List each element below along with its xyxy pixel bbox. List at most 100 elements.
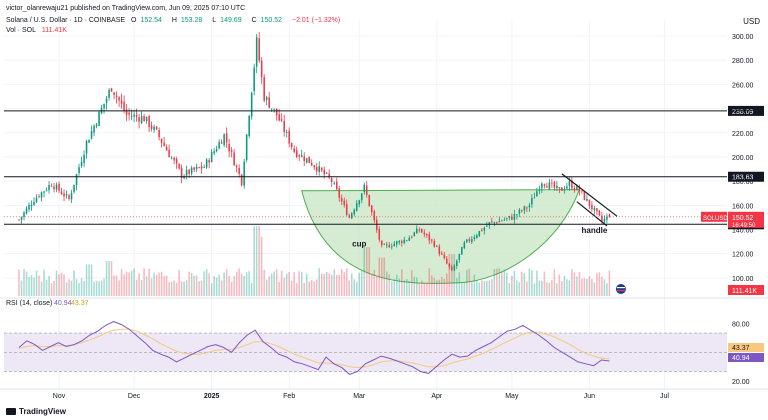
candle-body xyxy=(258,38,260,61)
volume-bar xyxy=(225,269,228,296)
volume-bar xyxy=(270,273,273,296)
volume-bar xyxy=(313,281,315,296)
candle-body xyxy=(263,77,265,101)
level-label: 183.63 xyxy=(732,175,754,182)
candle-body xyxy=(283,120,285,133)
volume-bar xyxy=(278,282,280,296)
candle-body xyxy=(503,219,506,221)
volume-bar xyxy=(30,275,33,296)
candle-body xyxy=(506,217,508,219)
volume-bar xyxy=(498,268,501,296)
volume-bar xyxy=(295,283,298,296)
candle-body xyxy=(395,241,398,245)
last-price-label: 150.52 xyxy=(732,215,754,222)
rsi-ma-value: 43.37 xyxy=(71,300,89,307)
candle-body xyxy=(416,228,418,234)
candle-body xyxy=(330,178,333,182)
candle-body xyxy=(521,210,523,212)
volume-bar xyxy=(393,279,396,296)
candle-body xyxy=(473,237,476,239)
candle-body xyxy=(110,88,113,92)
candle-body xyxy=(388,245,391,248)
candle-body xyxy=(333,182,336,184)
candle-body xyxy=(546,186,548,188)
candle-body xyxy=(360,193,363,201)
candle-body xyxy=(300,154,303,157)
candle-body xyxy=(75,174,78,185)
candle-body xyxy=(390,246,393,248)
volume-bar xyxy=(561,281,563,296)
volume-bar xyxy=(95,280,98,296)
candle-body xyxy=(578,187,581,192)
candle-body xyxy=(398,240,401,243)
volume-bar xyxy=(20,280,23,296)
volume-bar xyxy=(73,270,75,296)
volume-bar xyxy=(260,236,263,296)
volume-bar xyxy=(553,269,556,296)
volume-bar xyxy=(516,280,518,296)
candle-body xyxy=(285,131,288,133)
volume-bar xyxy=(198,281,200,296)
volume-bar xyxy=(501,271,503,296)
candle-body xyxy=(448,263,451,267)
candle-body xyxy=(608,214,611,217)
volume-bar xyxy=(143,268,145,296)
x-tick-label: 2025 xyxy=(204,393,220,400)
volume-tag-label: 111.41K xyxy=(732,288,757,295)
volume-bar xyxy=(436,280,438,296)
volume-bar xyxy=(541,280,543,296)
candle-body xyxy=(168,149,170,158)
candle-body xyxy=(65,194,68,196)
volume-bar xyxy=(446,273,448,296)
y-tick-label: 300.00 xyxy=(732,34,754,41)
volume-bar xyxy=(423,282,426,296)
candle-body xyxy=(170,157,173,159)
candle-body xyxy=(20,216,23,220)
tradingview-brand[interactable]: TradingView xyxy=(6,407,66,416)
rsi-tag xyxy=(728,353,764,362)
candle-body xyxy=(160,138,163,143)
volume-bar xyxy=(55,270,58,296)
volume-value: 111.41K xyxy=(41,27,67,34)
volume-bar xyxy=(578,272,581,296)
candle-body xyxy=(340,198,343,202)
candle-body xyxy=(548,182,551,189)
candle-body xyxy=(45,189,48,191)
candle-body xyxy=(486,225,488,227)
candle-body xyxy=(48,185,50,191)
candle-body xyxy=(255,37,258,67)
candle-body xyxy=(436,246,438,247)
volume-bar xyxy=(18,269,20,296)
candle-body xyxy=(78,167,80,174)
candle-body xyxy=(468,239,471,242)
volume-bar xyxy=(521,271,523,296)
volume-bar xyxy=(205,269,208,296)
y-tick-label: 120.00 xyxy=(732,252,754,259)
y-tick-label: 280.00 xyxy=(732,58,754,65)
volume-bar xyxy=(406,279,408,296)
volume-bar xyxy=(218,274,220,296)
volume-bar xyxy=(591,278,593,296)
volume-bar xyxy=(496,268,498,296)
candle-body xyxy=(378,229,381,240)
x-tick-label: May xyxy=(505,393,519,400)
candle-body xyxy=(446,258,448,264)
rsi-value: 40.94 xyxy=(54,300,72,307)
candle-body xyxy=(355,203,358,211)
candle-body xyxy=(493,221,496,223)
volume-bar xyxy=(333,269,336,296)
volume-bar xyxy=(538,280,541,296)
volume-bar xyxy=(458,272,461,296)
volume-bar xyxy=(100,280,103,296)
candle-body xyxy=(538,189,541,191)
candle-body xyxy=(128,112,130,115)
volume-bar xyxy=(85,264,88,296)
candle-body xyxy=(90,130,93,139)
x-tick-label: Jul xyxy=(660,393,669,400)
candle-body xyxy=(43,191,45,193)
candle-body xyxy=(23,212,25,217)
volume-bar xyxy=(303,282,305,296)
candle-body xyxy=(596,208,598,212)
volume-bar xyxy=(601,276,603,296)
